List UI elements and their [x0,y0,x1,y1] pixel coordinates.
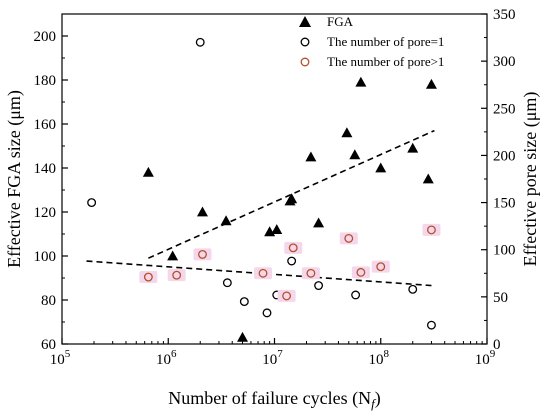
point-the-number-of-pore-gt-1 [426,225,436,235]
point-fga [286,193,298,204]
y-tick-label: 200 [34,29,57,45]
point-fga [305,151,317,162]
y2-tick-label: 300 [493,54,516,70]
point-the-number-of-pore-eq-1 [408,284,418,294]
point-the-number-of-pore-gt-1 [282,291,292,301]
point-highlight [254,267,273,280]
x-tick-label: 106 [156,348,177,368]
point-highlight [351,266,370,279]
y-tick-label: 60 [41,337,56,353]
point-the-number-of-pore-eq-1 [239,297,249,307]
legend-label-pore-gt1: The number of pore>1 [327,54,444,69]
point-fga [313,217,325,228]
point-the-number-of-pore-gt-1 [198,249,207,259]
x-tick-label: 108 [369,348,390,368]
point-the-number-of-pore-gt-1 [143,272,153,282]
point-the-number-of-pore-gt-1 [344,233,354,243]
point-the-number-of-pore-eq-1 [314,281,324,290]
legend-marker-pore-gt1 [300,57,310,67]
legend-label-fga: FGA [327,14,354,29]
point-highlight [193,248,212,261]
point-the-number-of-pore-eq-1 [87,198,97,208]
y-tick-label: 80 [41,293,56,309]
point-the-number-of-pore-gt-1 [306,268,316,278]
point-highlight [301,267,320,280]
y2-tick-label: 350 [493,7,516,23]
y-axis-title: Effective FGA size (μm) [4,90,25,268]
legend-label-pore-1: The number of pore=1 [327,34,444,49]
y2-axis-title: Effective pore size (μm) [520,92,541,267]
point-fga [271,224,283,234]
y2-tick-label: 0 [493,337,501,353]
point-fga [349,149,361,160]
point-fga [196,206,208,217]
y2-tick-label: 200 [493,148,516,164]
y-tick-label: 120 [34,205,57,221]
data-marks [87,37,441,342]
point-fga [425,78,437,89]
y2-tick-label: 150 [493,196,516,212]
fit-line-left [148,129,435,259]
y-tick-label: 180 [34,73,57,89]
y2-tick-label: 50 [493,290,508,306]
y-axis-left: 60 80 100 120 140 160 180 200 [34,29,68,353]
y2-tick-label: 250 [493,101,516,117]
x-axis-title: Number of failure cycles (Nf) [168,388,381,411]
point-fga [375,162,387,173]
point-highlight [339,232,358,245]
point-the-number-of-pore-eq-1 [195,37,205,47]
x-tick-label: 105 [50,348,71,368]
point-highlight [139,271,158,284]
point-fga [341,127,353,138]
y-tick-label: 160 [34,117,57,133]
point-the-number-of-pore-gt-1 [288,243,298,253]
point-the-number-of-pore-eq-1 [426,320,436,330]
point-highlight [277,289,296,302]
point-fga [407,142,419,153]
point-the-number-of-pore-gt-1 [258,268,268,278]
point-the-number-of-pore-eq-1 [351,290,361,300]
point-fga [422,173,434,184]
point-highlight [371,260,390,273]
point-fga [142,166,154,177]
legend-item-pore-gt1: The number of pore>1 [300,54,444,69]
y-tick-label: 100 [34,249,57,265]
point-fga [220,215,232,226]
point-the-number-of-pore-gt-1 [172,270,182,280]
point-highlight [284,241,303,254]
y-tick-label: 140 [34,161,57,177]
legend: FGA The number of pore=1 The number of p… [299,14,444,69]
legend-marker-fga [299,16,311,27]
point-the-number-of-pore-gt-1 [376,262,386,272]
y-axis-right: 0 50 100 150 200 250 300 350 [481,7,516,353]
point-the-number-of-pore-gt-1 [356,267,366,277]
point-highlight [422,223,441,236]
legend-item-fga: FGA [299,14,354,29]
x-tick-label: 107 [262,348,283,368]
y2-tick-label: 100 [493,243,516,259]
point-fga [355,76,367,87]
x-axis: 105 106 107 108 109 [50,338,496,368]
point-the-number-of-pore-eq-1 [287,256,297,266]
point-fga [167,250,179,261]
legend-marker-pore-1 [300,37,310,47]
point-the-number-of-pore-eq-1 [222,278,232,288]
point-fga [237,331,249,342]
x-tick-label: 109 [475,348,496,368]
legend-item-pore-1: The number of pore=1 [300,34,444,49]
point-the-number-of-pore-eq-1 [262,308,272,318]
point-highlight [167,269,186,282]
